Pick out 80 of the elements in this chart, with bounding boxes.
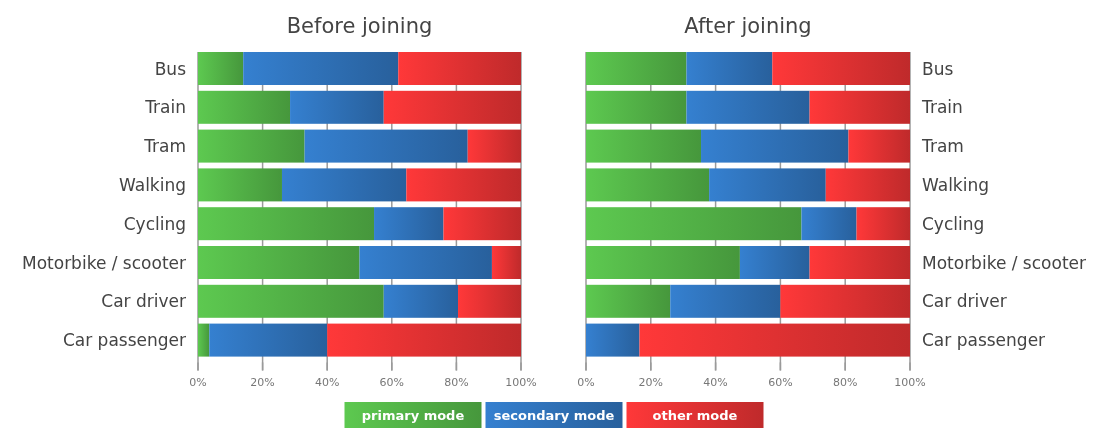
- y-tick-label: Train: [921, 97, 963, 118]
- x-tick-label: 0%: [189, 376, 207, 390]
- bar: [825, 168, 910, 202]
- bar: [809, 90, 910, 124]
- bar: [586, 284, 671, 318]
- bar: [383, 90, 521, 124]
- bar: [304, 129, 468, 163]
- y-tick-label: Car driver: [101, 291, 186, 312]
- bar: [458, 284, 521, 318]
- bar: [772, 52, 910, 85]
- bar: [243, 52, 399, 85]
- bar: [198, 246, 360, 279]
- bar: [639, 323, 910, 357]
- bar: [406, 168, 521, 202]
- y-tick-label: Bus: [922, 58, 954, 79]
- bar: [686, 90, 810, 124]
- chart-title: Before joining: [286, 14, 433, 38]
- bar: [198, 284, 384, 318]
- text: other mode: [652, 408, 738, 423]
- y-tick-label: Train: [144, 97, 186, 118]
- bar: [327, 323, 521, 357]
- bar: [290, 90, 384, 124]
- y-tick-label: Cycling: [922, 213, 985, 234]
- y-tick-label: Tram: [143, 136, 186, 157]
- y-tick-label: Car passenger: [62, 330, 187, 351]
- bar: [198, 52, 244, 85]
- y-tick-label: Motorbike / scooter: [22, 252, 186, 273]
- bar: [586, 90, 687, 124]
- x-tick-label: 40%: [703, 376, 728, 390]
- bar: [198, 90, 291, 124]
- bar: [586, 168, 710, 202]
- y-tick-label: Car passenger: [922, 330, 1046, 351]
- text: secondary mode: [493, 408, 615, 423]
- bar: [198, 207, 375, 241]
- bar: [586, 129, 702, 163]
- bar: [586, 207, 802, 241]
- bar: [586, 52, 687, 85]
- bar: [848, 129, 910, 163]
- bar: [383, 284, 459, 318]
- y-tick-label: Walking: [119, 174, 186, 195]
- bar: [856, 207, 910, 241]
- bar: [374, 207, 444, 241]
- x-tick-label: 100%: [505, 376, 537, 390]
- y-tick-label: Walking: [922, 174, 989, 195]
- y-tick-label: Bus: [154, 58, 187, 79]
- bar: [780, 284, 910, 318]
- y-tick-label: Tram: [921, 136, 964, 157]
- y-tick-label: Motorbike / scooter: [922, 252, 1086, 273]
- x-tick-label: 100%: [894, 376, 926, 390]
- y-tick-label: Car driver: [922, 291, 1007, 312]
- bar: [801, 207, 857, 241]
- bar: [281, 168, 407, 202]
- bar: [670, 284, 781, 318]
- bar: [701, 129, 849, 163]
- chart-title: After joining: [684, 14, 812, 38]
- bar: [467, 129, 521, 163]
- bar: [198, 323, 210, 357]
- bar: [209, 323, 328, 357]
- bar: [686, 52, 773, 85]
- bar: [586, 246, 740, 279]
- bar: [359, 246, 492, 279]
- bar: [198, 168, 282, 202]
- bar: [398, 52, 521, 85]
- bar: [809, 246, 910, 279]
- x-tick-label: 40%: [314, 376, 340, 390]
- bar: [586, 323, 640, 357]
- x-tick-label: 60%: [768, 376, 793, 390]
- bar: [739, 246, 810, 279]
- x-tick-label: 80%: [832, 376, 858, 390]
- x-tick-label: 20%: [638, 376, 664, 390]
- x-tick-label: 80%: [444, 376, 469, 390]
- bar: [198, 129, 305, 163]
- bar: [709, 168, 826, 202]
- bar: [491, 246, 521, 279]
- y-tick-label: Cycling: [123, 213, 186, 234]
- x-tick-label: 60%: [379, 376, 405, 390]
- x-tick-label: 0%: [577, 376, 595, 390]
- text: primary mode: [361, 408, 465, 423]
- bar: [443, 207, 521, 241]
- x-tick-label: 20%: [250, 376, 275, 390]
